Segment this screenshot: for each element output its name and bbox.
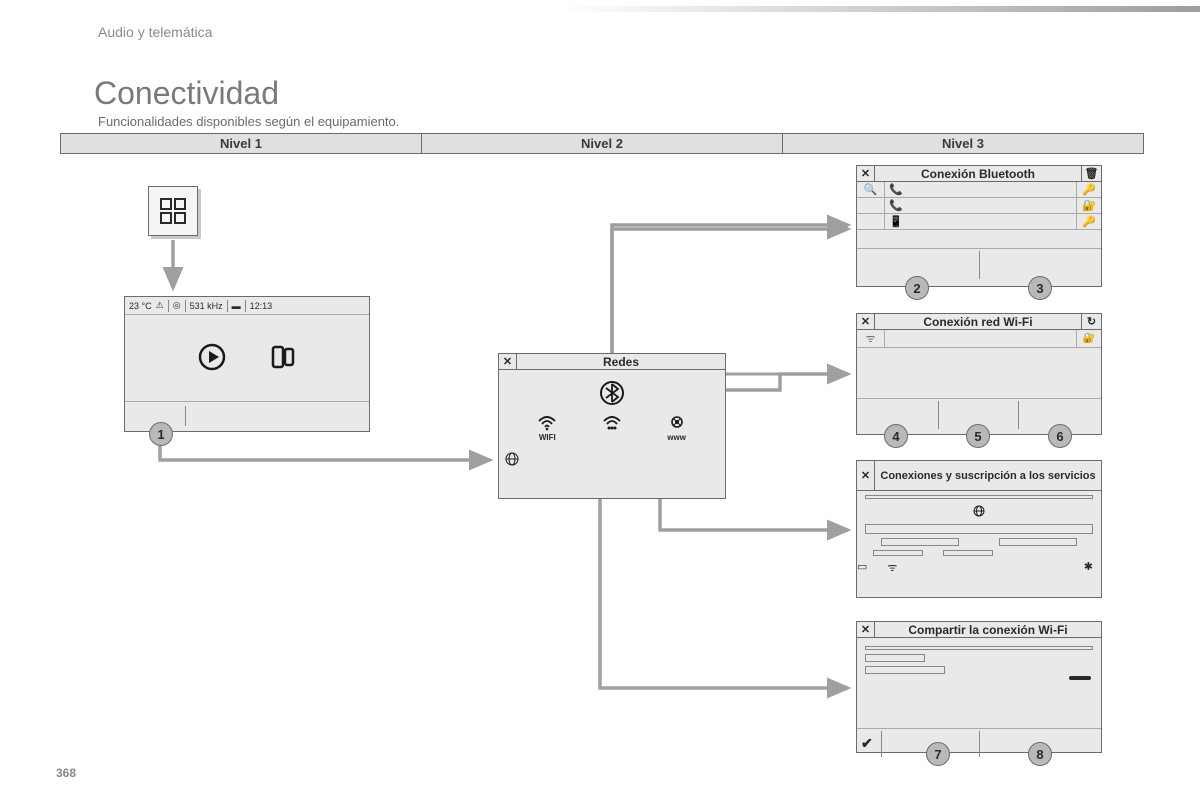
badge-2: 2 [905, 276, 929, 300]
search-icon[interactable]: 🔍 [857, 182, 885, 197]
wifi-icon: ᯤ [887, 560, 897, 575]
share-title: Compartir la conexión Wi-Fi [875, 623, 1101, 637]
globe-icon [857, 503, 1101, 522]
top-gradient [560, 6, 1200, 12]
trash-icon[interactable]: 🗑 [1081, 166, 1101, 181]
www-icon[interactable]: www [667, 415, 687, 442]
services-panel: ✕ Conexiones y suscripción a los servici… [856, 460, 1102, 598]
bluetooth-title: Conexión Bluetooth [875, 167, 1081, 181]
close-icon[interactable]: ✕ [857, 166, 875, 181]
close-icon[interactable]: ✕ [857, 622, 875, 637]
play-icon[interactable] [197, 342, 227, 375]
level-1-header: Nivel 1 [60, 133, 422, 154]
badge-4: 4 [884, 424, 908, 448]
wifi-icon[interactable]: WIFI [537, 415, 557, 442]
phone-contacts-icon[interactable] [267, 342, 297, 375]
home-menu-tile[interactable] [148, 186, 198, 236]
battery-icon: ▬ [232, 301, 241, 311]
badge-7: 7 [926, 742, 950, 766]
wifi-panel: ✕ Conexión red Wi-Fi ↻ ᯤ 🔐 [856, 313, 1102, 435]
badge-8: 8 [1028, 742, 1052, 766]
wifi-title: Conexión red Wi-Fi [875, 315, 1081, 329]
status-freq: 531 kHz [190, 301, 223, 311]
apps-grid-icon [160, 198, 186, 224]
status-time: 12:13 [250, 301, 273, 311]
badge-6: 6 [1048, 424, 1072, 448]
hotspot-icon[interactable] [602, 415, 622, 442]
page-title: Conectividad [94, 75, 279, 112]
levels-row: Nivel 1 Nivel 2 Nivel 3 [60, 133, 1144, 154]
refresh-icon[interactable]: ↻ [1081, 314, 1101, 329]
page-number: 368 [56, 766, 76, 780]
globe-icon[interactable] [499, 442, 725, 473]
target-icon: ◎ [173, 300, 181, 311]
page-subtitle: Funcionalidades disponibles según el equ… [98, 114, 399, 129]
home-screen-panel: 23 °C ⚠ ◎ 531 kHz ▬ 12:13 [124, 296, 370, 432]
bt-footer [857, 248, 1101, 280]
status-bar: 23 °C ⚠ ◎ 531 kHz ▬ 12:13 [125, 297, 369, 315]
bluetooth-panel: ✕ Conexión Bluetooth 🗑 🔍📞🔑 📞🔐 📱🔑 [856, 165, 1102, 287]
networks-title: Redes [517, 355, 725, 369]
badge-1: 1 [149, 422, 173, 446]
services-title: Conexiones y suscripción a los servicios [875, 470, 1101, 482]
toggle-switch[interactable] [1069, 676, 1091, 680]
wifi-signal-icon: ᯤ [857, 330, 885, 347]
section-header: Audio y telemática [98, 24, 212, 40]
level-3-header: Nivel 3 [783, 133, 1144, 154]
bluetooth-icon[interactable] [499, 370, 725, 409]
warning-icon: ⚠ [156, 300, 164, 311]
close-icon[interactable]: ✕ [499, 354, 517, 369]
badge-5: 5 [966, 424, 990, 448]
bluetooth-small-icon: ✱ [1084, 560, 1093, 575]
level-2-header: Nivel 2 [422, 133, 783, 154]
close-icon[interactable]: ✕ [857, 314, 875, 329]
close-icon[interactable]: ✕ [857, 461, 875, 490]
share-wifi-panel: ✕ Compartir la conexión Wi-Fi ✔ [856, 621, 1102, 753]
networks-panel: ✕ Redes WIFI www [498, 353, 726, 499]
status-temp: 23 °C [129, 301, 152, 311]
check-icon[interactable]: ✔ [861, 735, 873, 752]
badge-3: 3 [1028, 276, 1052, 300]
